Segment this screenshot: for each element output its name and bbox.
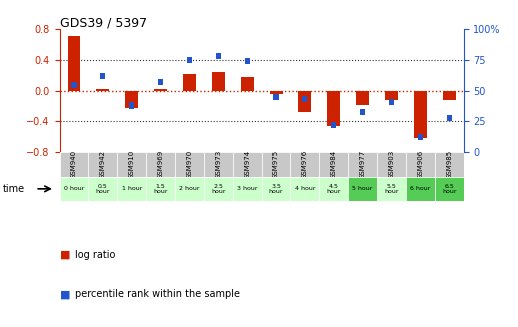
Bar xyxy=(71,81,77,88)
Bar xyxy=(348,152,377,177)
Bar xyxy=(377,152,406,177)
Bar xyxy=(212,72,225,91)
Text: GSM969: GSM969 xyxy=(157,150,164,179)
Bar xyxy=(331,122,336,128)
Bar xyxy=(60,177,89,201)
Bar xyxy=(319,152,348,177)
Bar xyxy=(418,134,423,140)
Text: GSM976: GSM976 xyxy=(302,150,308,179)
Text: 3.5
hour: 3.5 hour xyxy=(269,184,283,194)
Bar xyxy=(233,152,262,177)
Bar xyxy=(414,91,427,138)
Bar xyxy=(443,91,456,100)
Bar xyxy=(377,177,406,201)
Bar xyxy=(215,53,221,60)
Bar xyxy=(447,115,452,121)
Bar xyxy=(146,152,175,177)
Bar xyxy=(67,36,80,91)
Bar xyxy=(60,152,89,177)
Text: GSM977: GSM977 xyxy=(359,150,366,179)
Bar xyxy=(298,91,311,112)
Bar xyxy=(125,91,138,108)
Bar xyxy=(389,99,394,105)
Text: GSM975: GSM975 xyxy=(273,150,279,179)
Text: 5 hour: 5 hour xyxy=(352,186,373,191)
Bar xyxy=(154,89,167,91)
Text: 6 hour: 6 hour xyxy=(410,186,430,191)
Text: 2 hour: 2 hour xyxy=(179,186,200,191)
Text: GSM985: GSM985 xyxy=(446,150,452,179)
Bar xyxy=(406,152,435,177)
Bar xyxy=(244,58,250,64)
Bar xyxy=(274,94,279,100)
Text: ■: ■ xyxy=(60,250,70,260)
Text: GSM942: GSM942 xyxy=(100,150,106,179)
Bar xyxy=(175,152,204,177)
Bar xyxy=(100,73,106,79)
Text: GSM974: GSM974 xyxy=(244,150,250,179)
Text: 1 hour: 1 hour xyxy=(122,186,142,191)
Text: GSM903: GSM903 xyxy=(388,150,395,179)
Text: log ratio: log ratio xyxy=(75,250,116,260)
Bar xyxy=(385,91,398,100)
Bar xyxy=(146,177,175,201)
Bar xyxy=(303,96,308,102)
Text: GSM970: GSM970 xyxy=(186,150,193,179)
Bar xyxy=(117,177,146,201)
Bar xyxy=(187,57,192,63)
Bar xyxy=(360,109,365,115)
Bar xyxy=(96,89,109,91)
Text: GSM906: GSM906 xyxy=(418,150,423,179)
Text: percentile rank within the sample: percentile rank within the sample xyxy=(75,289,240,299)
Bar xyxy=(319,177,348,201)
Text: 4 hour: 4 hour xyxy=(295,186,315,191)
Text: 1.5
hour: 1.5 hour xyxy=(153,184,168,194)
Text: 3 hour: 3 hour xyxy=(237,186,257,191)
Bar xyxy=(356,91,369,105)
Bar xyxy=(348,177,377,201)
Bar xyxy=(435,177,464,201)
Bar xyxy=(327,91,340,126)
Bar xyxy=(262,152,291,177)
Text: 6.5
hour: 6.5 hour xyxy=(442,184,456,194)
Text: 4.5
hour: 4.5 hour xyxy=(326,184,341,194)
Text: 2.5
hour: 2.5 hour xyxy=(211,184,225,194)
Bar xyxy=(291,177,319,201)
Text: 0 hour: 0 hour xyxy=(64,186,84,191)
Text: time: time xyxy=(3,184,25,194)
Bar xyxy=(183,74,196,91)
Text: GDS39 / 5397: GDS39 / 5397 xyxy=(60,16,147,29)
Bar xyxy=(204,152,233,177)
Bar xyxy=(262,177,291,201)
Text: GSM984: GSM984 xyxy=(330,150,337,179)
Text: 0.5
hour: 0.5 hour xyxy=(96,184,110,194)
Bar xyxy=(175,177,204,201)
Text: ■: ■ xyxy=(60,289,70,299)
Bar xyxy=(291,152,319,177)
Bar xyxy=(89,177,117,201)
Bar xyxy=(435,152,464,177)
Bar xyxy=(269,91,282,94)
Bar xyxy=(233,177,262,201)
Text: 5.5
hour: 5.5 hour xyxy=(384,184,399,194)
Text: GSM973: GSM973 xyxy=(215,150,221,179)
Text: GSM910: GSM910 xyxy=(128,150,135,179)
Bar xyxy=(158,79,163,85)
Bar xyxy=(406,177,435,201)
Bar xyxy=(89,152,117,177)
Text: GSM940: GSM940 xyxy=(71,150,77,179)
Bar xyxy=(117,152,146,177)
Bar xyxy=(241,77,254,91)
Bar xyxy=(129,102,134,109)
Bar xyxy=(204,177,233,201)
